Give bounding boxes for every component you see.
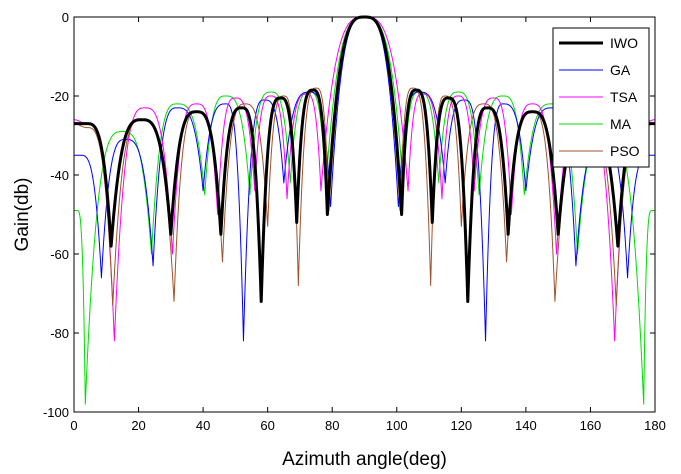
x-tick-label: 0 [70,418,77,433]
y-tick-label: -100 [43,405,69,420]
x-tick-label: 20 [131,418,145,433]
y-tick-label: -20 [50,89,69,104]
y-tick-label: -60 [50,247,69,262]
legend-label-iwo: IWO [610,35,638,51]
legend: IWO GA TSA MA PSO [552,27,650,168]
tick-layer: 0 20 40 60 80 100 120 140 160 180 0 -20 -40 -60 -80 -10… [43,10,666,433]
x-tick-label: 180 [644,418,666,433]
x-tick-label: 140 [515,418,537,433]
y-axis-label: Gain(db) [12,178,33,252]
x-tick-label: 60 [260,418,274,433]
y-tick-label: -80 [50,326,69,341]
legend-label-ga: GA [610,62,631,78]
x-tick-label: 160 [580,418,602,433]
x-tick-label: 120 [450,418,472,433]
y-tick-label: 0 [62,10,69,25]
x-tick-label: 80 [325,418,339,433]
plot-frame [73,16,656,413]
x-tick-label: 40 [196,418,210,433]
legend-label-pso: PSO [610,143,640,159]
legend-label-tsa: TSA [610,89,638,105]
y-tick-label: -40 [50,168,69,183]
legend-label-ma: MA [610,116,632,132]
x-axis-label: Azimuth angle(deg) [282,449,447,470]
x-tick-label: 100 [386,418,408,433]
